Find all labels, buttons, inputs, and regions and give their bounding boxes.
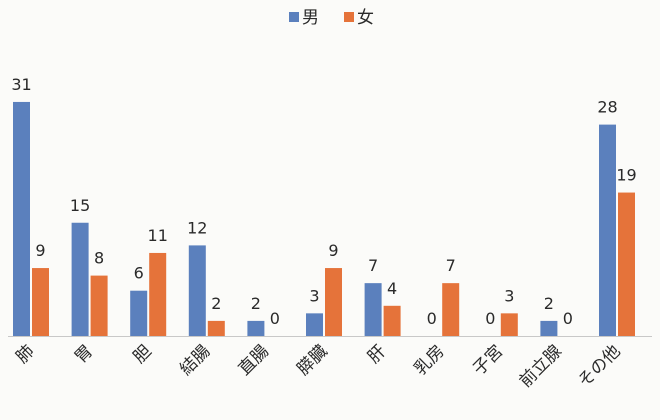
- legend-label: 男: [302, 8, 319, 28]
- bar-female: [32, 268, 49, 336]
- value-label: 4: [387, 279, 397, 298]
- bar-female: [325, 268, 342, 336]
- bar-male: [247, 320, 265, 336]
- category-label: 胃: [71, 341, 97, 367]
- category-label: 直腸: [235, 341, 273, 379]
- bar-male: [540, 320, 558, 336]
- value-label: 11: [148, 226, 168, 245]
- bar-female: [383, 305, 401, 336]
- category-labels-layer: 肺 胃 胆結腸 直腸 膵臓 肝乳房 子宮 前立腺 その他: [12, 341, 624, 391]
- bars-layer: [13, 101, 635, 336]
- value-label: 12: [187, 218, 207, 237]
- value-label: 9: [328, 241, 338, 260]
- bar-male: [188, 245, 206, 336]
- value-label: 3: [309, 286, 319, 305]
- value-label: 19: [616, 166, 636, 185]
- bar-female: [149, 252, 167, 336]
- legend-swatch: [289, 12, 299, 22]
- legend-label: 女: [357, 8, 374, 28]
- bar-male: [13, 101, 30, 336]
- bar-male: [130, 290, 148, 336]
- value-label: 2: [211, 294, 221, 313]
- category-label: その他: [574, 341, 624, 391]
- value-label: 8: [94, 249, 104, 268]
- value-label: 0: [563, 309, 573, 328]
- legend: 男女: [289, 8, 374, 28]
- legend-swatch: [344, 12, 354, 22]
- category-label: 結腸: [176, 341, 214, 379]
- category-label: 肝: [364, 341, 390, 367]
- value-label: 7: [446, 256, 456, 275]
- value-label: 0: [485, 309, 495, 328]
- bar-female: [442, 283, 460, 336]
- value-label: 15: [70, 196, 90, 215]
- value-label: 28: [597, 98, 617, 117]
- bar-female: [618, 192, 635, 336]
- value-label: 0: [270, 309, 280, 328]
- bar-female: [207, 320, 225, 336]
- category-label: 胆: [130, 341, 156, 367]
- category-label: 前立腺: [516, 341, 566, 391]
- value-label: 2: [544, 294, 554, 313]
- bar-male: [364, 283, 382, 336]
- value-label: 6: [134, 264, 144, 283]
- category-label: 肺: [12, 341, 38, 367]
- bar-male: [599, 124, 616, 336]
- category-label: 膵臓: [293, 341, 331, 379]
- category-label: 子宮: [469, 341, 507, 379]
- bar-female: [500, 313, 518, 336]
- value-label: 31: [11, 75, 31, 94]
- bar-female: [90, 275, 108, 336]
- value-label: 9: [35, 241, 45, 260]
- value-label: 0: [427, 309, 437, 328]
- value-label: 2: [251, 294, 261, 313]
- bar-male: [306, 313, 323, 336]
- bar-male: [71, 222, 89, 336]
- value-label: 7: [368, 256, 378, 275]
- value-label: 3: [504, 286, 514, 305]
- category-label: 乳房: [411, 341, 449, 379]
